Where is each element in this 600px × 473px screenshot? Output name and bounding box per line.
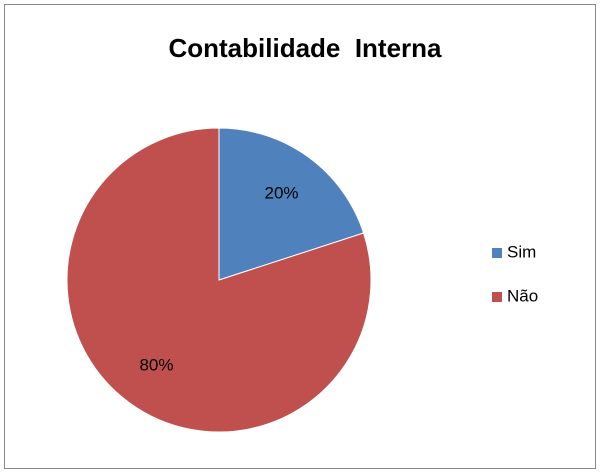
legend-swatch [492,248,502,258]
pie-slice [218,127,365,281]
data-label: 80% [139,356,173,375]
legend-label: Sim [507,242,536,261]
pie-slice [66,127,372,433]
data-label: 20% [265,183,299,202]
chart-title: Contabilidade Interna [168,33,442,63]
legend-swatch [492,292,502,302]
legend-label: Não [507,286,538,305]
